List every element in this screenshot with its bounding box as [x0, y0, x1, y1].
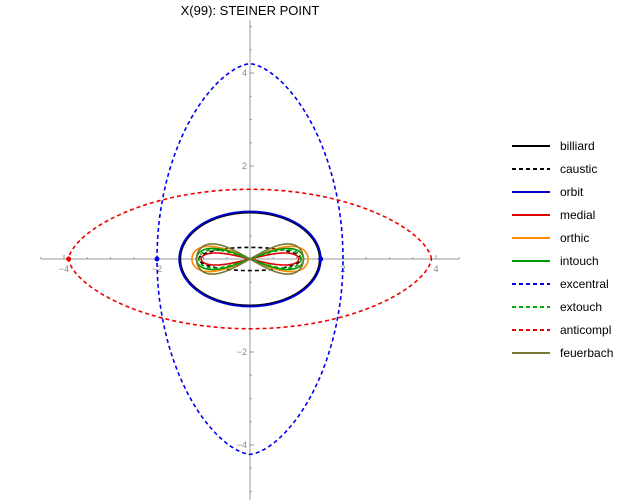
x-tick-label: −4 — [59, 264, 69, 274]
legend-label-feuerbach: feuerbach — [560, 346, 613, 360]
series-orbit — [178, 210, 322, 308]
legend-label-billiard: billiard — [560, 139, 595, 153]
legend-label-extouch: extouch — [560, 300, 602, 314]
y-tick-label: −4 — [237, 440, 247, 450]
points — [66, 256, 324, 262]
axes: −4 −2 2 4−4−224 — [40, 20, 460, 500]
legend-label-orthic: orthic — [560, 231, 589, 245]
series-medial — [200, 252, 300, 266]
legend: billiard caustic orbit medial orthic intouch e… — [512, 139, 613, 360]
y-tick-label: 4 — [242, 68, 247, 78]
series-feuerbach — [195, 243, 305, 275]
legend-label-caustic: caustic — [560, 162, 597, 176]
y-tick-label: −2 — [237, 347, 247, 357]
legend-label-excentral: excentral — [560, 277, 609, 291]
legend-label-anticompl: anticompl — [560, 323, 611, 337]
marker-point — [154, 256, 160, 262]
series-extouch — [197, 249, 302, 269]
marker-point — [318, 256, 324, 262]
marker-point — [66, 256, 72, 262]
y-tick-label: 2 — [242, 161, 247, 171]
x-tick-label: 4 — [433, 264, 438, 274]
x-tick-label: −2 — [152, 264, 162, 274]
series-orthic — [191, 245, 309, 273]
legend-label-orbit: orbit — [560, 185, 584, 199]
legend-label-medial: medial — [560, 208, 595, 222]
legend-label-intouch: intouch — [560, 254, 599, 268]
chart-title: X(99): STEINER POINT — [181, 3, 320, 18]
